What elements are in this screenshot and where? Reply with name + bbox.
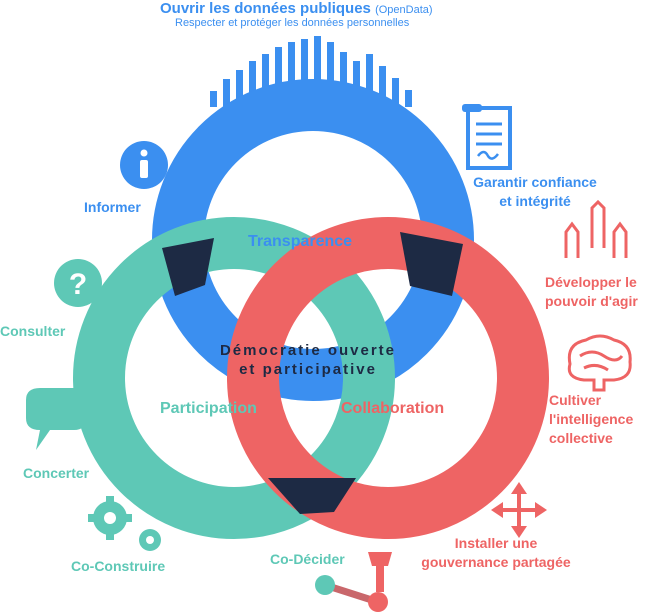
intelligence-line3: collective — [549, 430, 613, 446]
pouvoir-line2: pouvoir d'agir — [545, 293, 638, 309]
co-construire-label: Co-Construire — [71, 558, 166, 574]
collaboration-label: Collaboration — [341, 400, 445, 417]
pouvoir-label: Développer le pouvoir d'agir — [545, 273, 638, 311]
raised-hands-icon — [564, 199, 628, 258]
brain-icon — [567, 334, 632, 392]
gouvernance-line1: Installer une — [454, 535, 538, 551]
confiance-line1: Garantir confiance — [473, 174, 597, 190]
info-icon — [120, 141, 168, 189]
confiance-label: Garantir confiance et intégrité — [452, 173, 618, 211]
center-title: Démocratie ouverte et participative — [188, 341, 428, 379]
confiance-line2: et intégrité — [499, 193, 571, 209]
gouvernance-line2: gouvernance partagée — [421, 554, 571, 570]
question-icon: ? — [54, 259, 102, 307]
joystick-icon — [315, 552, 392, 612]
consulter-label: Consulter — [0, 323, 66, 339]
top-subtitle: Respecter et protéger les données person… — [175, 17, 410, 29]
intelligence-line2: l'intelligence — [549, 411, 634, 427]
speech-bubble-icon — [26, 388, 86, 450]
svg-text:?: ? — [69, 268, 87, 301]
intelligence-label: Cultiver l'intelligence collective — [549, 391, 633, 448]
top-title-suffix: (OpenData) — [375, 4, 433, 16]
top-title: Ouvrir les données publiques (OpenData) — [160, 0, 433, 17]
move-arrows-icon — [491, 482, 547, 538]
co-decider-label: Co-Décider — [270, 551, 345, 567]
gears-icon — [88, 496, 161, 551]
transparence-label: Transparence — [248, 233, 353, 250]
informer-label: Informer — [84, 199, 141, 215]
pouvoir-line1: Développer le — [545, 274, 637, 290]
gouvernance-label: Installer une gouvernance partagée — [402, 534, 590, 572]
overlap-zones — [162, 232, 463, 514]
intelligence-line1: Cultiver — [549, 392, 602, 408]
bar-chart-icon — [210, 36, 412, 107]
document-icon — [462, 104, 512, 170]
participation-ring — [73, 217, 395, 539]
center-title-line1: Démocratie ouverte — [219, 342, 397, 359]
collaboration-ring — [227, 217, 549, 539]
concerter-label: Concerter — [23, 465, 90, 481]
participation-label: Participation — [160, 400, 257, 417]
top-title-main: Ouvrir les données publiques — [160, 0, 371, 17]
center-title-line2: et participative — [239, 361, 377, 378]
